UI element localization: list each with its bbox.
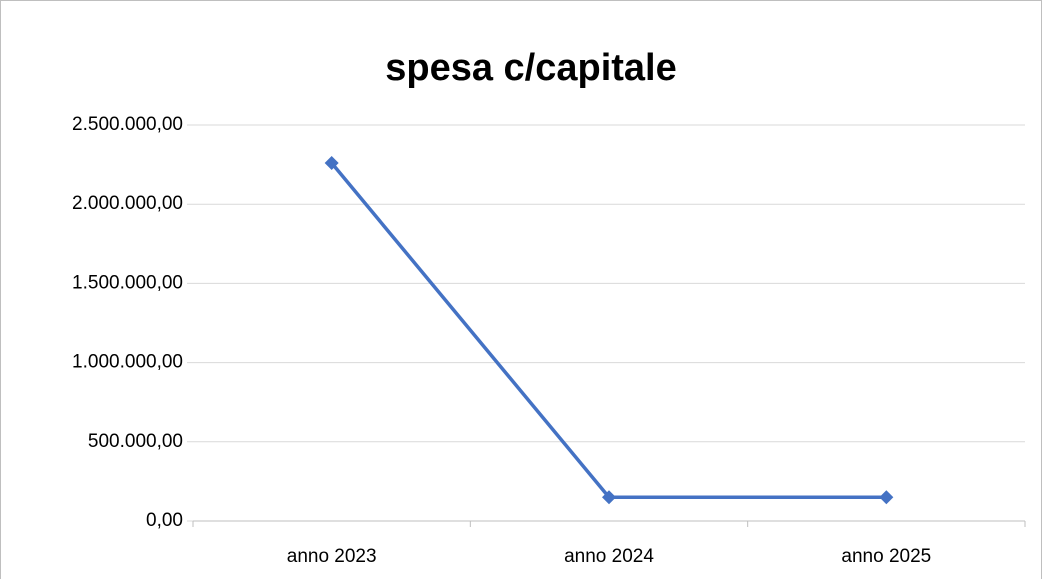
- x-tick-label: anno 2023: [287, 546, 377, 567]
- marker: [879, 490, 894, 505]
- y-tick-label: 500.000,00: [88, 431, 183, 452]
- marker: [324, 156, 339, 171]
- x-tick-label: anno 2025: [841, 546, 931, 567]
- y-tick-label: 0,00: [146, 510, 183, 531]
- marker: [602, 490, 616, 505]
- y-tick-label: 2.500.000,00: [72, 114, 183, 135]
- y-tick-label: 1.000.000,00: [72, 352, 183, 373]
- y-tick-label: 1.500.000,00: [72, 272, 183, 293]
- x-tick-label: anno 2024: [564, 546, 654, 567]
- y-tick-label: 2.000.000,00: [72, 193, 183, 214]
- chart-title: spesa c/capitale: [385, 47, 677, 89]
